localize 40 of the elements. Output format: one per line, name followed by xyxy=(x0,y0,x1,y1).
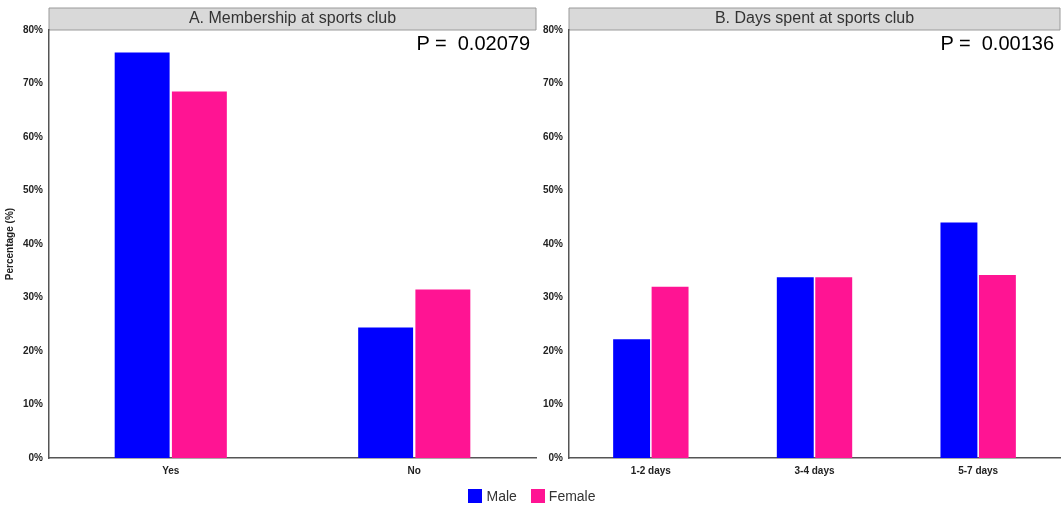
bar xyxy=(613,339,651,458)
annotation: P = 0.02079 xyxy=(416,31,530,54)
y-axis-title: Percentage (%) xyxy=(3,207,15,281)
y-tick-label: 60% xyxy=(543,130,564,142)
bar xyxy=(940,222,978,458)
y-tick-label: 30% xyxy=(543,291,564,303)
y-tick-label: 40% xyxy=(543,237,564,249)
bar xyxy=(815,277,853,458)
y-tick-label: 20% xyxy=(23,344,44,356)
y-tick-label: 80% xyxy=(543,23,564,35)
y-tick-label: 50% xyxy=(23,184,44,196)
x-tick-label: 5-7 days xyxy=(958,464,999,476)
legend-label: Female xyxy=(548,488,596,504)
annotation: P = 0.00136 xyxy=(940,31,1054,54)
y-tick-label: 0% xyxy=(28,451,44,463)
y-tick-label: 10% xyxy=(543,398,564,410)
bar xyxy=(776,277,814,458)
bar xyxy=(978,275,1016,458)
chart-title: B. Days spent at sports club xyxy=(714,9,915,27)
y-tick-label: 40% xyxy=(23,237,44,249)
bar xyxy=(114,52,170,458)
y-tick-label: 60% xyxy=(23,130,44,142)
bar xyxy=(358,327,414,458)
y-tick-label: 50% xyxy=(543,184,564,196)
bar xyxy=(415,289,471,458)
x-tick-label: No xyxy=(407,464,421,476)
y-tick-label: 30% xyxy=(23,291,44,303)
y-tick-label: 20% xyxy=(543,344,564,356)
x-tick-label: Yes xyxy=(162,464,180,476)
y-tick-label: 0% xyxy=(548,451,564,463)
legend-label: Male xyxy=(486,488,517,504)
y-tick-label: 80% xyxy=(23,23,44,35)
bar xyxy=(171,91,227,458)
y-tick-label: 10% xyxy=(23,398,44,410)
chart-title: A. Membership at sports club xyxy=(188,9,397,27)
x-tick-label: 1-2 days xyxy=(630,464,672,476)
y-tick-label: 70% xyxy=(543,77,564,89)
bar xyxy=(651,286,689,458)
y-tick-label: 70% xyxy=(23,77,44,89)
x-tick-label: 3-4 days xyxy=(794,464,835,476)
